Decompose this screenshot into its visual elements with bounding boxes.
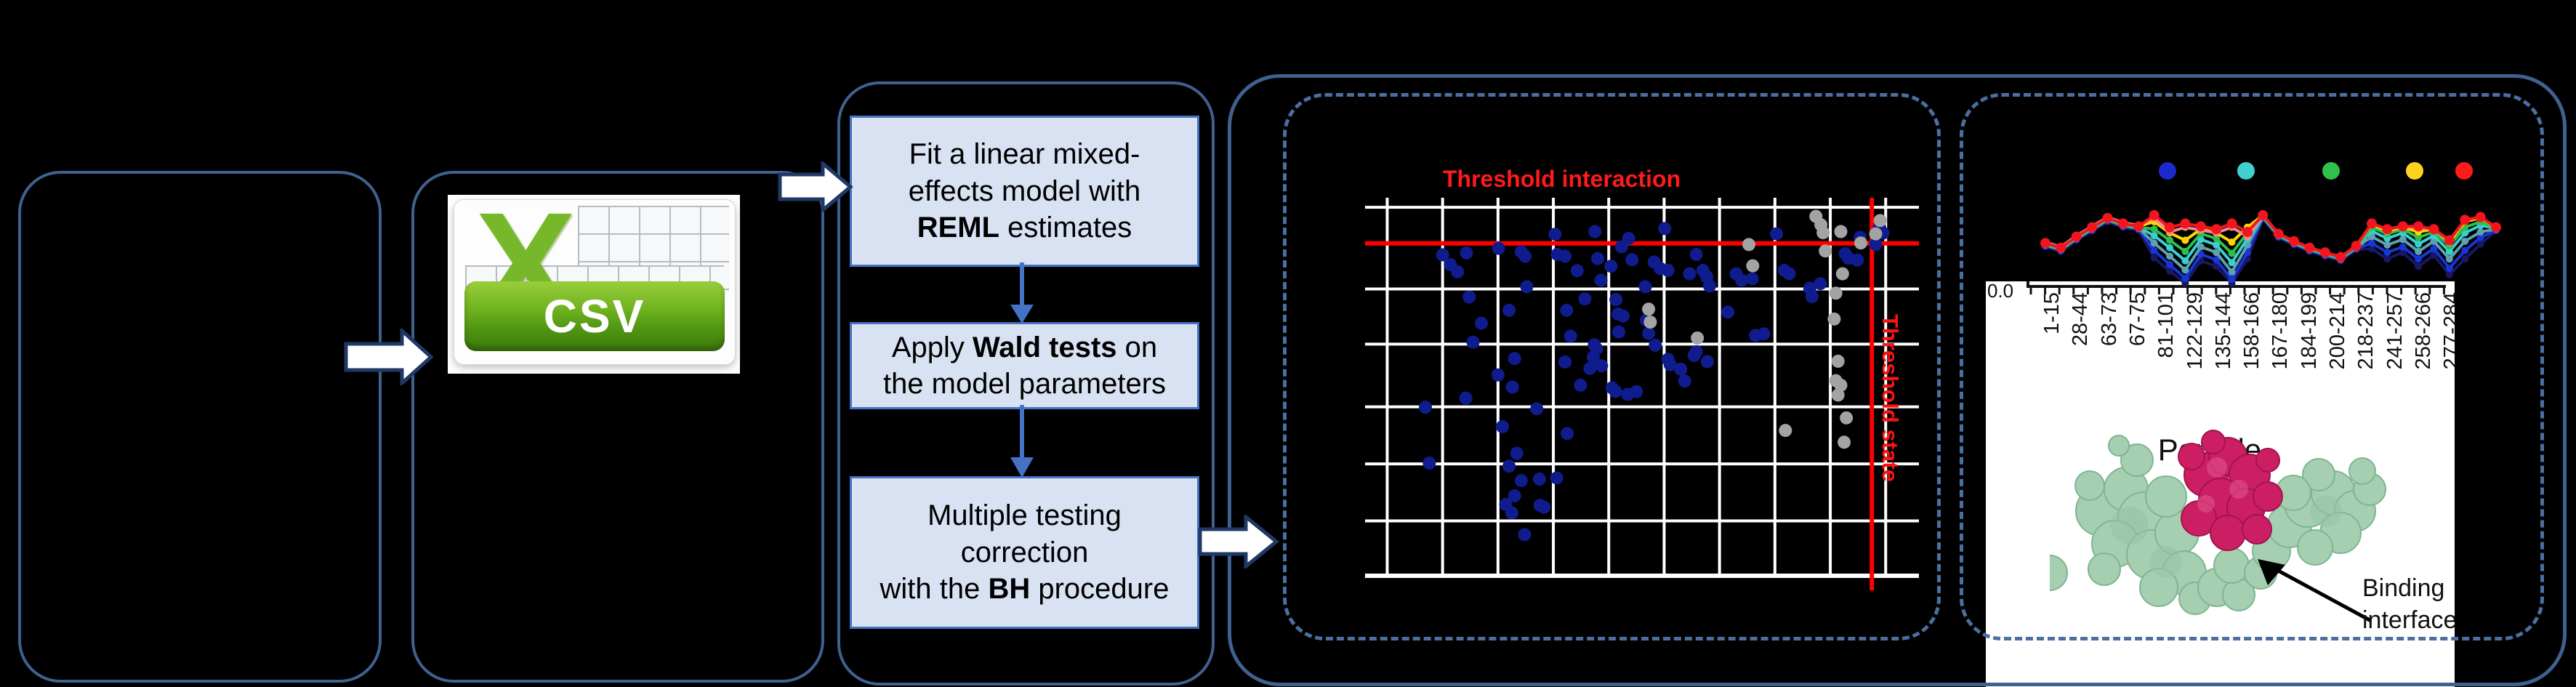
legend-dot-icon: [2406, 162, 2423, 180]
csv-banner: CSV: [464, 281, 725, 351]
flow-connector-arrow-icon: [1010, 405, 1034, 478]
legend-dot-icon: [2159, 162, 2176, 180]
legend-dot-icon: [2455, 162, 2473, 180]
legend-dot-icon: [2237, 162, 2255, 180]
results-container: [1228, 74, 2567, 686]
flow-step-wald: Apply Wald tests on the model parameters: [850, 322, 1199, 409]
y-axis-tick-label: 0.0: [1987, 281, 2014, 302]
step-arrow-icon: [344, 329, 434, 385]
protein-structure-image: [2050, 430, 2386, 615]
binding-interface-arrow-icon: [2258, 559, 2372, 623]
binding-interface-label: Binding interface: [2362, 574, 2455, 635]
csv-file-icon: X CSV: [448, 195, 740, 374]
flow-step-bh: Multiple testing correction with the BH pr…: [850, 476, 1199, 629]
peptide-axis-structure-panel: 0.0 1-15 28-44 63-73 67-75 81-101 122-129 135-…: [1986, 281, 2455, 687]
peptide-result-panel: [1960, 93, 2544, 640]
csv-card: X CSV: [454, 199, 736, 365]
step-arrow-icon: [778, 161, 853, 212]
csv-panel: [411, 171, 824, 683]
stats-flow-panel: [837, 81, 1215, 686]
scatter-title: Threshold interaction: [1443, 166, 1681, 192]
step-arrow-icon: [1198, 515, 1279, 569]
flow-connector-arrow-icon: [1010, 262, 1034, 324]
peptide-uptake-chart: [2040, 210, 2501, 287]
input-data-panel: [18, 171, 382, 683]
peptide-axis: [2026, 281, 2446, 294]
scatter-vertical-label: Threshold state: [1877, 314, 1903, 482]
legend-dot-icon: [2322, 162, 2340, 180]
threshold-scatter-plot: [1365, 198, 1919, 590]
flow-step-reml: Fit a linear mixed-effects model with REM…: [850, 116, 1199, 267]
scatter-result-panel: [1283, 93, 1941, 640]
